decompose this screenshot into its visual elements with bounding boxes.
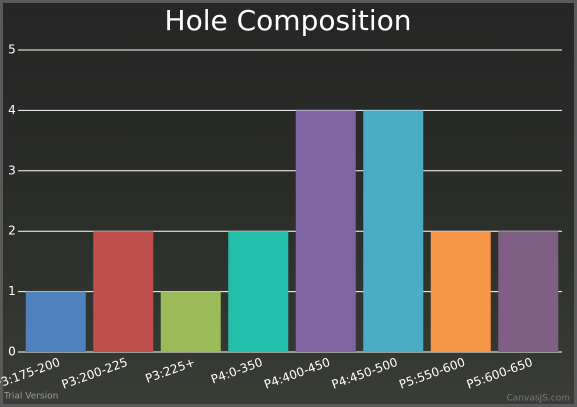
bar (25, 291, 86, 352)
y-tick-label: 3 (8, 163, 16, 177)
y-tick-label: 2 (8, 224, 16, 238)
y-tick-label: 5 (8, 43, 16, 57)
bar (160, 291, 221, 352)
watermark: CanvasJS.com (507, 394, 570, 404)
y-tick-label: 0 (8, 345, 16, 359)
watermark: Trial Version (3, 392, 58, 402)
y-tick-label: 4 (8, 103, 16, 117)
bar (498, 231, 559, 352)
bar (363, 110, 424, 353)
chart-title: Hole Composition (165, 4, 412, 37)
bar (228, 231, 289, 352)
bar (93, 231, 154, 352)
bar (295, 110, 356, 353)
bar (430, 231, 491, 352)
y-tick-label: 1 (8, 284, 16, 298)
